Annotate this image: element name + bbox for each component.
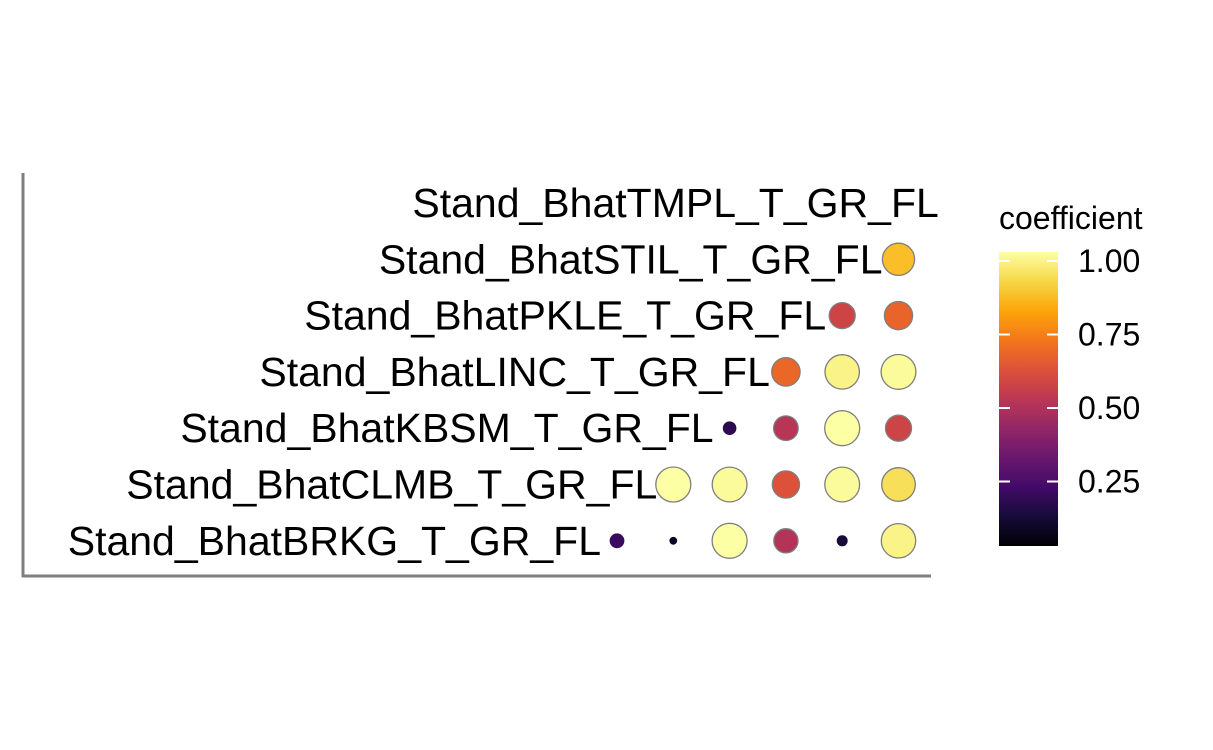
correlation-point: [669, 536, 678, 545]
row-labels: Stand_BhatTMPL_T_GR_FL Stand_BhatSTIL_T_G…: [68, 180, 939, 564]
correlation-point: [824, 354, 861, 390]
correlation-point: [773, 528, 799, 554]
row-label: Stand_BhatKBSM_T_GR_FL: [180, 405, 713, 451]
points: [609, 242, 917, 559]
row-label: Stand_BhatBRKG_T_GR_FL: [68, 518, 601, 564]
correlation-point: [711, 466, 748, 503]
correlation-point: [609, 533, 625, 549]
correlation-point: [711, 522, 748, 559]
correlation-point: [655, 466, 692, 503]
axes: [21, 173, 931, 578]
legend-tick-label: 1.00: [1078, 243, 1140, 279]
correlation-point: [881, 242, 916, 277]
row-label: Stand_BhatPKLE_T_GR_FL: [304, 293, 826, 339]
correlation-point: [824, 466, 861, 503]
legend-tick-label: 0.25: [1078, 464, 1140, 500]
correlation-point: [836, 535, 848, 547]
row-label: Stand_BhatCLMB_T_GR_FL: [126, 462, 657, 508]
legend-tick-label: 0.50: [1078, 390, 1140, 426]
row-label: Stand_BhatTMPL_T_GR_FL: [412, 180, 938, 226]
legend-ticks: 1.00 0.75 0.50 0.25: [999, 243, 1140, 500]
colorbar: [999, 252, 1058, 546]
legend-title: coefficient: [999, 200, 1143, 236]
row-label: Stand_BhatSTIL_T_GR_FL: [379, 236, 883, 282]
correlation-point: [828, 301, 856, 330]
correlation-point: [880, 522, 917, 559]
correlation-point: [883, 300, 914, 331]
row-label: Stand_BhatLINC_T_GR_FL: [259, 349, 770, 395]
legend: coefficient 1.00 0.75 0.50 0.25: [999, 200, 1143, 546]
correlation-point: [824, 410, 861, 447]
legend-tick-label: 0.75: [1078, 317, 1140, 353]
correlation-point: [722, 421, 737, 436]
correlation-point: [884, 414, 913, 442]
correlation-point: [772, 415, 799, 442]
correlation-point: [881, 467, 916, 502]
correlation-point: [771, 470, 801, 499]
correlation-point: [880, 353, 917, 390]
correlation-point: [771, 357, 801, 387]
